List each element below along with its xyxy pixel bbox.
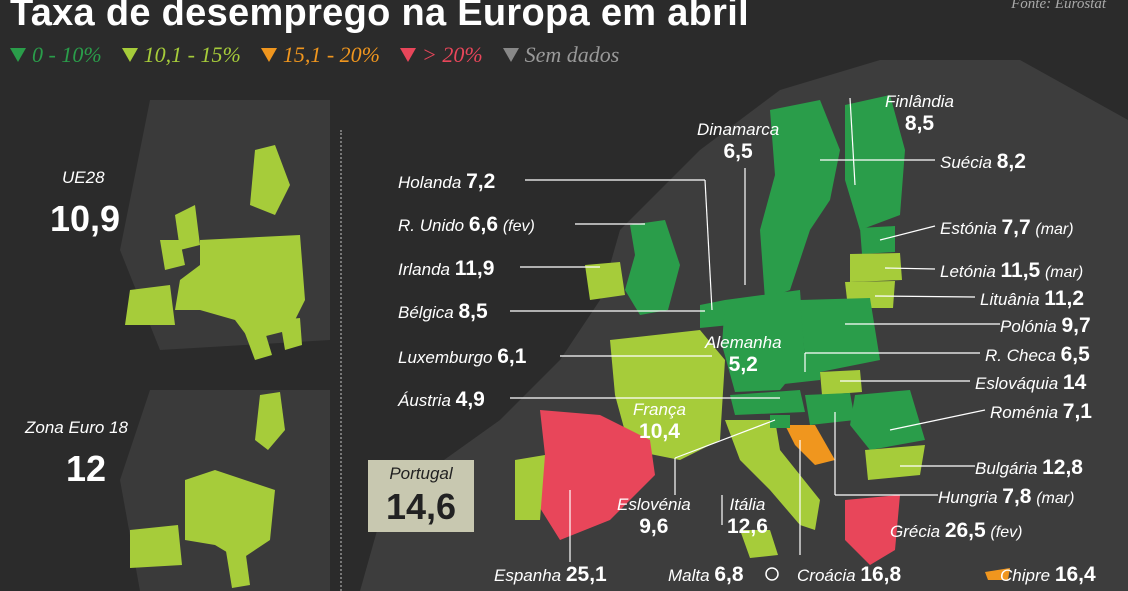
label-espanha: Espanha 25,1 [494, 563, 607, 586]
portugal-value: 14,6 [385, 486, 457, 527]
eurozone-name: Zona Euro 18 [25, 418, 129, 437]
label-rcheca: R. Checa 6,5 [985, 343, 1090, 366]
legend-label: Sem dados [524, 42, 620, 67]
portugal-name: Portugal [389, 464, 453, 483]
malta-marker [765, 567, 779, 581]
eurozone-value: 12 [66, 448, 107, 489]
label-irlanda: Irlanda 11,9 [398, 257, 495, 280]
legend-item-green: 0 - 10% [10, 42, 102, 68]
legend: 0 - 10% 10,1 - 15% 15,1 - 20% > 20% Sem … [10, 42, 619, 68]
label-suecia: Suécia 8,2 [940, 150, 1026, 173]
label-reino-unido: R. Unido 6,6 (fev) [398, 213, 535, 236]
legend-label: > 20% [421, 42, 483, 67]
triangle-down-icon [399, 48, 416, 62]
triangle-down-icon [121, 48, 138, 62]
label-dinamarca: Dinamarca 6,5 [697, 120, 780, 163]
legend-item-orange: 15,1 - 20% [260, 42, 380, 68]
legend-label: 0 - 10% [32, 42, 102, 67]
triangle-down-icon [10, 48, 26, 62]
label-belgica: Bélgica 8,5 [398, 300, 488, 323]
page-title: Taxa de desemprego na Europa em abril [10, 0, 749, 34]
eu28-name: UE28 [62, 168, 105, 187]
legend-item-grey: Sem dados [502, 42, 620, 68]
label-hungria: Hungria 7,8 (mar) [938, 485, 1075, 508]
label-chipre: Chipre 16,4 [1000, 563, 1096, 586]
portugal-box: Portugal 14,6 [368, 460, 474, 532]
label-luxemburgo: Luxemburgo 6,1 [398, 345, 527, 368]
label-estonia: Estónia 7,7 (mar) [940, 216, 1074, 239]
legend-item-red: > 20% [399, 42, 483, 68]
label-croacia: Croácia 16,8 [797, 563, 902, 586]
label-letonia: Letónia 11,5 (mar) [940, 259, 1084, 282]
label-bulgaria: Bulgária 12,8 [975, 456, 1083, 479]
label-italia: Itália 12,6 [727, 495, 768, 538]
label-alemanha: Alemanha 5,2 [705, 333, 782, 376]
label-grecia: Grécia 26,5 (fev) [890, 519, 1023, 542]
source-label: Fonte: Eurostat [1011, 0, 1106, 12]
label-holanda: Holanda 7,2 [398, 170, 496, 193]
label-eslovaquia: Eslováquia 14 [975, 371, 1087, 394]
legend-label: 15,1 - 20% [282, 42, 380, 67]
eu28-value: 10,9 [50, 198, 121, 239]
label-eslovenia: Eslovénia 9,6 [617, 495, 691, 538]
label-finlandia: Finlândia 8,5 [885, 92, 954, 135]
divider [340, 130, 342, 591]
label-lituania: Lituânia 11,2 [980, 287, 1085, 310]
leader-lines [510, 97, 1000, 562]
label-polonia: Polónia 9,7 [1000, 314, 1091, 337]
main-map [515, 95, 1010, 580]
legend-item-lightgreen: 10,1 - 15% [121, 42, 241, 68]
label-romenia: Roménia 7,1 [990, 400, 1092, 423]
mini-map-eu28 [125, 145, 305, 360]
triangle-down-icon [260, 48, 277, 62]
triangle-down-icon [502, 48, 519, 62]
label-franca: França 10,4 [633, 400, 686, 443]
label-austria: Áustria 4,9 [398, 388, 485, 411]
legend-label: 10,1 - 15% [143, 42, 241, 67]
mini-map-eurozone [130, 392, 285, 588]
label-malta: Malta 6,8 [668, 563, 744, 586]
